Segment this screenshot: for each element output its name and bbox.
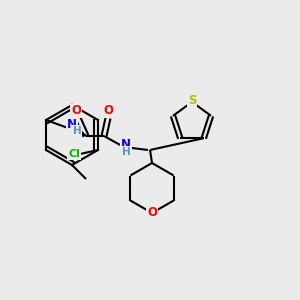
Text: S: S (188, 94, 196, 107)
Text: Cl: Cl (68, 149, 80, 159)
Text: O: O (147, 206, 157, 220)
Text: H: H (73, 126, 81, 136)
Text: O: O (71, 104, 81, 118)
Text: N: N (67, 118, 77, 131)
Text: H: H (122, 147, 130, 157)
Text: O: O (103, 104, 113, 118)
Text: N: N (121, 137, 131, 151)
